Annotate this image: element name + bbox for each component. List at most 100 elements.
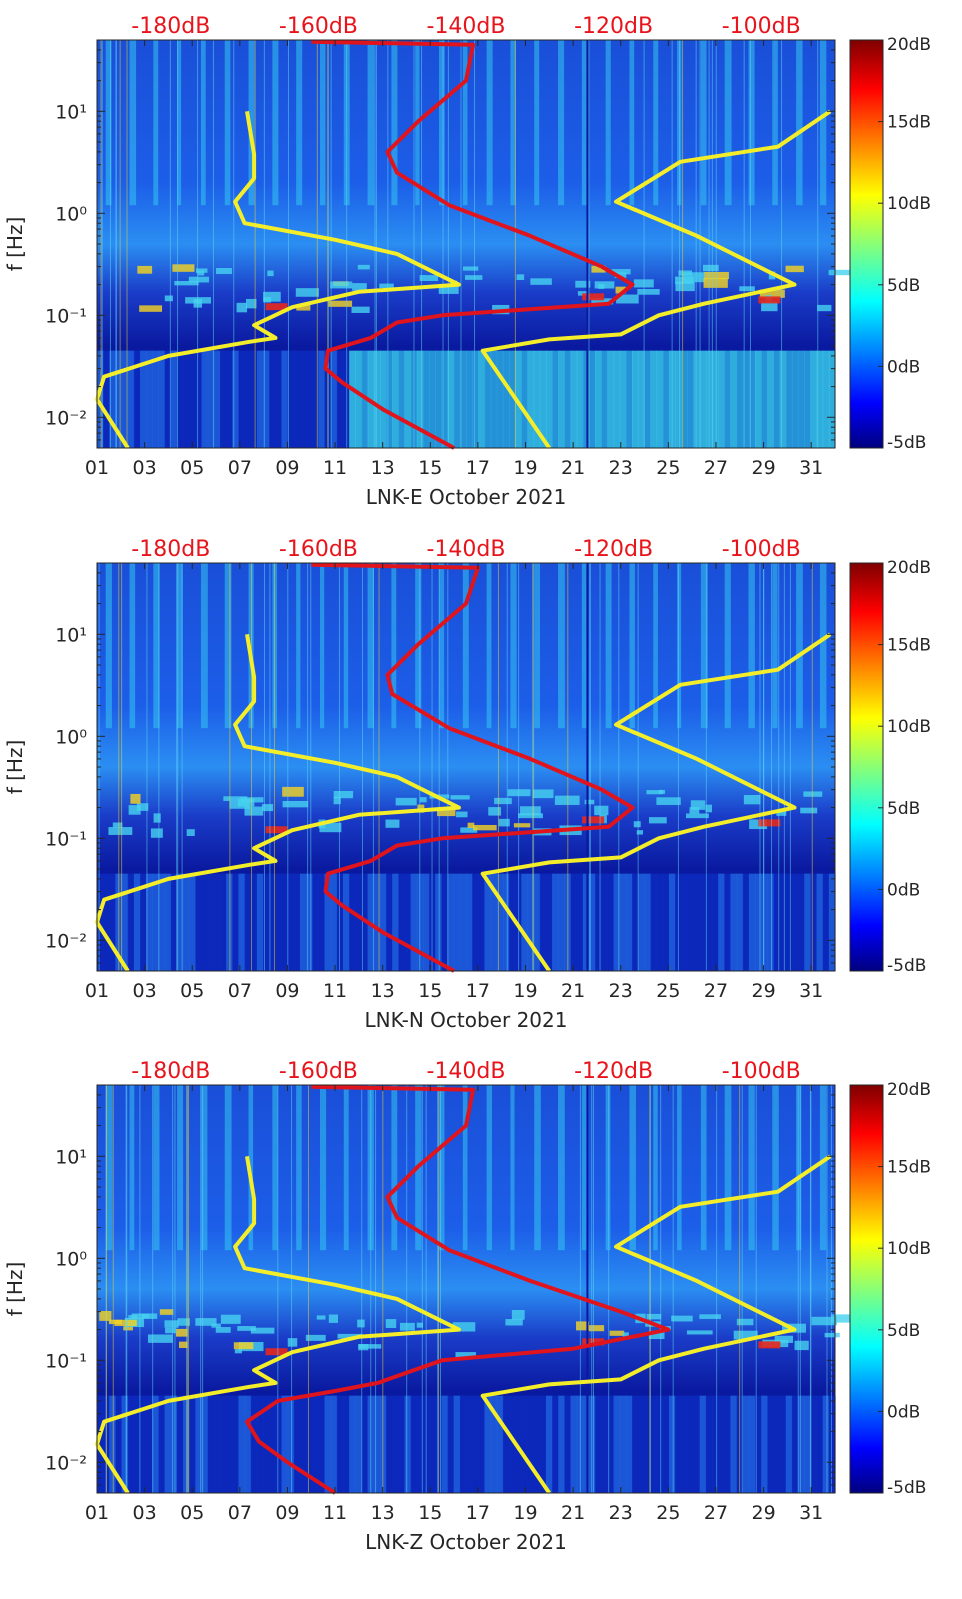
microseism-patch [333,796,341,805]
spectrogram-cell [742,350,750,448]
panel-3: 01 03 05 07 09 11 13 15 17 19 21 23 25 27 29 31 10⁻² 10⁻¹… [3,1059,931,1554]
panel-2: 01 03 05 07 09 11 13 15 17 19 21 23 25 27 29 31 10⁻² 10⁻¹… [3,537,931,1032]
spectrogram-cell [822,350,830,448]
microseism-patch [690,800,706,810]
microseism-patch [455,1352,477,1358]
spectrogram-cell [816,350,824,448]
spectrogram-cell [263,350,270,448]
spectrogram-cell [164,873,172,971]
microseism-patch [263,297,272,303]
microseism-patch [352,283,367,291]
spectrogram-cell [650,1395,658,1493]
diurnal-streak [319,1085,327,1251]
x-tick-label: 13 [371,457,395,479]
spectrogram-cell [299,1395,307,1493]
microseism-patch [395,797,417,806]
colorbar-label: 20dB [887,35,931,55]
spectrogram-cell [693,350,701,448]
spectrogram-cell [755,1395,762,1493]
spectrogram-cell [484,873,492,971]
microseism-patch [316,1315,326,1320]
spectrogram-cell [662,1395,670,1493]
x-tick-label: 27 [704,1502,728,1524]
spectrogram-cell [355,1395,363,1493]
diurnal-streak [129,1085,135,1251]
spectrogram-cell [410,873,418,971]
x-tick-label: 19 [513,980,537,1002]
spectrogram-cell [213,350,221,448]
spectrogram-cell [213,873,221,971]
x-tick-label: 23 [609,980,633,1002]
spectrogram-cell [804,873,811,971]
diurnal-streak [296,563,301,729]
spectrogram-cell [293,873,301,971]
microseism-patch [185,297,212,304]
spectrogram-cell [472,873,479,971]
spectrogram-cell [398,1395,406,1493]
microseism-patch [379,283,394,289]
microseism-patch [794,1340,809,1351]
x-tick-label: 29 [751,457,775,479]
hotspot [265,303,288,311]
spectrogram-cell [644,350,652,448]
spectrogram-cell [490,1395,498,1493]
microseism-patch [736,1318,754,1326]
spectrogram-cell [250,350,258,448]
spectrogram-cell [650,350,658,448]
microseism-patch [611,269,631,275]
spectrogram-cell [158,1395,166,1493]
microseism-patch [591,298,614,305]
spectrogram-cell [330,873,338,971]
spectrogram-cell [533,1395,541,1493]
spectrogram-cell [545,350,553,448]
microseism-patch [463,266,479,271]
spectrogram-cell [496,1395,504,1493]
colorbar-label: -5dB [887,956,926,976]
spectrogram-cell [201,350,209,448]
curve-nhnm [480,632,832,973]
spectrogram-cell [755,873,762,971]
microseism-patch [498,818,510,827]
diurnal-streak [153,563,160,729]
spectrogram-cell [361,1395,369,1493]
y-tick-label: 10¹ [55,624,87,646]
microseism-patch [831,1314,852,1323]
microseism-patch [236,302,248,313]
spectrogram-cell [133,873,141,971]
microseism-patch [139,305,163,312]
diurnal-streak [486,40,493,206]
spectrogram-cell [712,1395,719,1493]
spectrogram-cell [349,873,356,971]
spectrogram-cell [521,873,529,971]
diurnal-streak [129,563,136,729]
x-axis-label: LNK-N October 2021 [365,1008,568,1032]
diurnal-streak [819,1085,827,1251]
x-tick-label: 27 [704,980,728,1002]
diurnal-streak [677,1085,682,1251]
microseism-patch [594,281,615,289]
top-db-label: -160dB [279,1059,358,1084]
spectrogram-cell [595,350,602,448]
spectrogram-cell [146,350,153,448]
spectrogram-cell [97,873,104,971]
microseism-patch [399,1322,415,1331]
spectrogram-cell [748,350,756,448]
spectrogram-cell [742,873,750,971]
microseism-patch [358,1344,382,1349]
spectrogram-cell [281,1395,289,1493]
microseism-patch [739,286,755,292]
colorbar-label: -5dB [887,1478,926,1498]
spectrogram-cell [435,350,442,448]
spectrogram-cell [576,873,584,971]
diurnal-streak [248,40,255,206]
spectrogram-cell [613,350,621,448]
microseism-patch [186,829,195,837]
spectrogram-cell [502,1395,510,1493]
microseism-patch [591,265,606,273]
spectrogram-cell [736,350,744,448]
spectrogram-cell [595,873,602,971]
diurnal-streak [439,40,445,206]
y-tick-label: 10⁻¹ [45,1350,87,1372]
spectrogram-cell [404,1395,412,1493]
spectrogram-cell [582,350,590,448]
